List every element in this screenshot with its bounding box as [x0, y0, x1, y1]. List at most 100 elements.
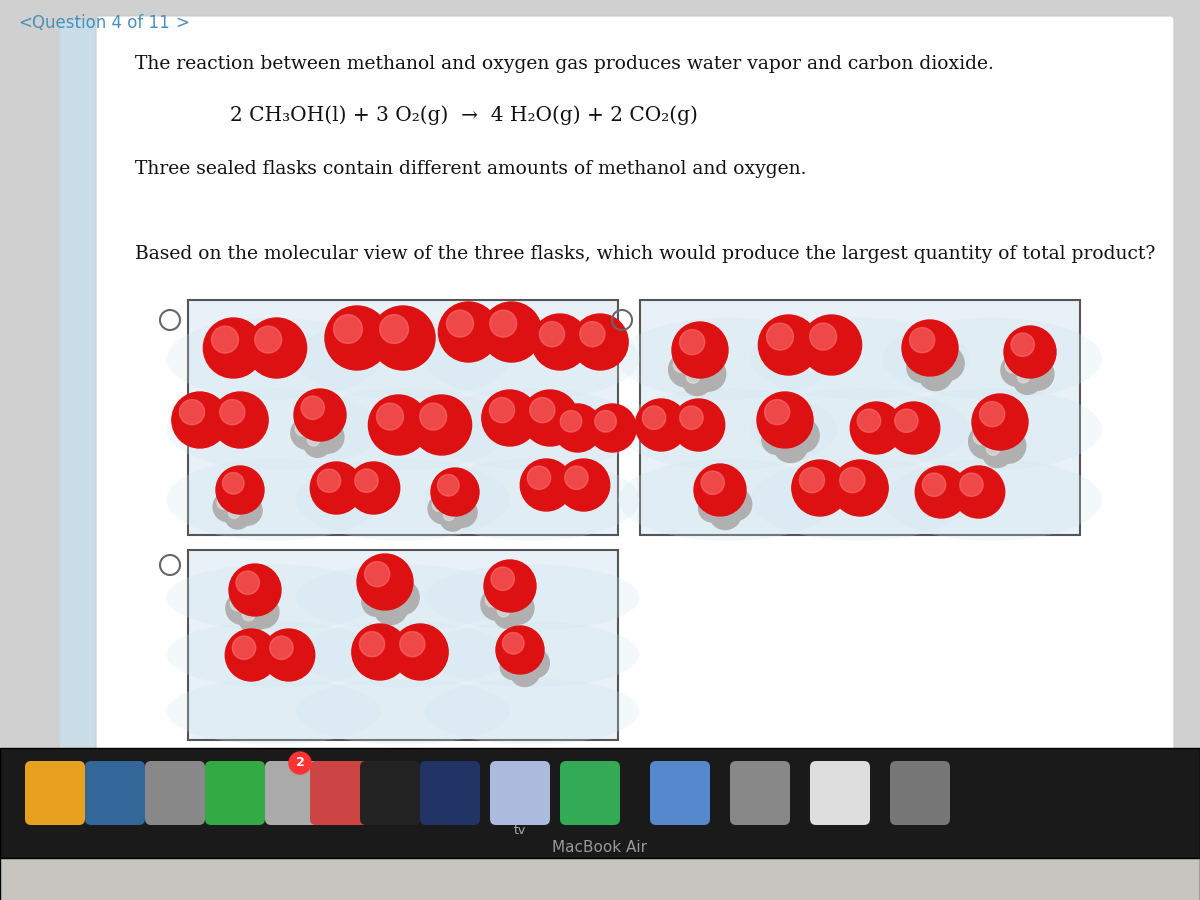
Circle shape [481, 302, 541, 362]
Circle shape [317, 469, 341, 492]
Circle shape [895, 409, 918, 432]
Circle shape [226, 592, 258, 625]
Circle shape [540, 321, 565, 347]
Circle shape [431, 468, 479, 516]
Circle shape [673, 399, 725, 451]
Circle shape [503, 633, 524, 654]
FancyBboxPatch shape [85, 761, 145, 825]
Circle shape [448, 498, 478, 527]
Circle shape [230, 597, 245, 611]
Text: 2 CH₃OH(l) + 3 O₂(g)  →  4 H₂O(g) + 2 CO₂(g): 2 CH₃OH(l) + 3 O₂(g) → 4 H₂O(g) + 2 CO₂(… [230, 105, 698, 125]
Circle shape [930, 346, 964, 381]
Circle shape [366, 590, 379, 604]
Circle shape [696, 361, 712, 377]
Circle shape [358, 554, 413, 610]
Circle shape [973, 429, 989, 445]
Circle shape [790, 423, 805, 438]
Circle shape [762, 425, 791, 454]
Circle shape [757, 392, 814, 448]
Circle shape [484, 560, 536, 612]
Circle shape [1004, 326, 1056, 378]
Circle shape [254, 326, 282, 353]
Text: <: < [18, 14, 32, 32]
Circle shape [840, 468, 865, 493]
Circle shape [778, 433, 793, 448]
FancyBboxPatch shape [188, 550, 618, 740]
Ellipse shape [750, 388, 970, 471]
FancyBboxPatch shape [0, 748, 1200, 858]
Circle shape [379, 315, 408, 344]
Circle shape [228, 508, 240, 518]
Ellipse shape [750, 318, 970, 400]
Circle shape [553, 404, 601, 452]
Circle shape [910, 328, 935, 353]
Ellipse shape [295, 318, 510, 400]
FancyBboxPatch shape [145, 761, 205, 825]
Circle shape [491, 567, 515, 590]
FancyBboxPatch shape [360, 761, 420, 825]
Circle shape [481, 588, 514, 620]
Circle shape [642, 406, 666, 429]
Circle shape [986, 442, 1000, 455]
Circle shape [758, 315, 818, 375]
Circle shape [504, 658, 515, 669]
Circle shape [216, 466, 264, 514]
Circle shape [412, 395, 472, 455]
Circle shape [384, 580, 419, 615]
Circle shape [923, 473, 946, 497]
Circle shape [485, 592, 499, 607]
Circle shape [792, 460, 848, 516]
Circle shape [270, 636, 293, 660]
Circle shape [360, 632, 385, 657]
Circle shape [802, 315, 862, 375]
Circle shape [991, 428, 1026, 464]
Circle shape [420, 403, 446, 430]
Circle shape [362, 587, 391, 617]
Circle shape [233, 636, 256, 660]
FancyBboxPatch shape [890, 761, 950, 825]
Circle shape [934, 351, 949, 366]
Circle shape [785, 418, 820, 453]
FancyBboxPatch shape [490, 761, 550, 825]
Circle shape [211, 326, 239, 353]
Circle shape [316, 426, 330, 440]
Circle shape [378, 595, 394, 610]
Circle shape [371, 306, 436, 370]
Circle shape [694, 464, 746, 516]
Circle shape [482, 390, 538, 446]
Circle shape [679, 329, 704, 355]
Circle shape [702, 499, 714, 510]
Circle shape [851, 402, 902, 454]
Circle shape [438, 302, 498, 362]
Circle shape [960, 473, 983, 497]
Circle shape [510, 657, 540, 687]
Circle shape [923, 361, 938, 376]
Circle shape [312, 421, 344, 454]
Ellipse shape [425, 318, 640, 400]
Circle shape [907, 353, 936, 382]
Circle shape [527, 466, 551, 490]
Text: 2: 2 [295, 757, 305, 770]
Circle shape [673, 357, 689, 373]
FancyBboxPatch shape [25, 761, 85, 825]
Circle shape [389, 585, 404, 600]
Text: Three sealed flasks contain different amounts of methanol and oxygen.: Three sealed flasks contain different am… [134, 160, 806, 178]
Circle shape [686, 370, 700, 383]
Circle shape [799, 468, 824, 493]
Circle shape [979, 401, 1004, 427]
Circle shape [683, 366, 712, 396]
Circle shape [432, 498, 445, 511]
Ellipse shape [618, 388, 838, 471]
Circle shape [212, 392, 268, 448]
FancyBboxPatch shape [96, 16, 1174, 754]
Ellipse shape [425, 459, 640, 541]
Ellipse shape [295, 459, 510, 541]
Circle shape [500, 654, 526, 680]
Ellipse shape [618, 318, 838, 400]
Ellipse shape [425, 388, 640, 471]
Circle shape [529, 398, 554, 423]
Circle shape [764, 400, 790, 425]
Circle shape [172, 392, 228, 448]
Circle shape [767, 323, 793, 350]
Text: MacBook Air: MacBook Air [552, 840, 648, 855]
